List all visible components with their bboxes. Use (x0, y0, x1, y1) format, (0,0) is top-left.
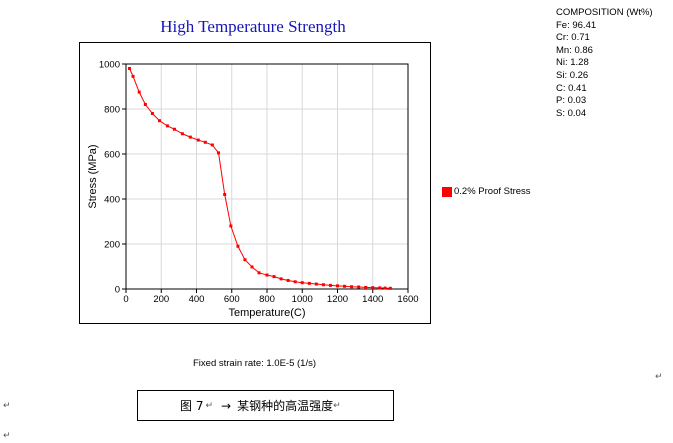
composition-title: COMPOSITION (Wt%) (556, 7, 653, 18)
data-point (196, 138, 200, 142)
x-tick-label: 1000 (292, 294, 313, 305)
data-point (314, 282, 318, 286)
x-tick-label: 600 (224, 294, 240, 305)
composition-line: Fe: 96.41 (556, 19, 597, 31)
data-point (328, 283, 332, 287)
data-point (388, 286, 392, 290)
figure-caption: 图 7 ↵ → 某钢种的高温强度 ↵ (137, 390, 394, 421)
x-axis-label: Temperature(C) (228, 307, 305, 319)
composition-line: Mn: 0.86 (556, 44, 593, 56)
y-tick-label: 0 (115, 285, 120, 296)
composition-line: P: 0.03 (556, 95, 587, 107)
data-point (131, 74, 135, 78)
data-point (383, 286, 387, 290)
return-mark: ↵ (333, 400, 341, 411)
data-point (203, 140, 207, 144)
chart-legend: 0.2% Proof Stress (442, 186, 531, 197)
data-point (378, 286, 382, 290)
return-mark: ↵ (3, 431, 11, 441)
composition-line: Si: 0.26 (556, 69, 589, 81)
data-point (300, 281, 304, 285)
data-point (180, 132, 184, 136)
data-point (272, 275, 276, 279)
data-point (143, 103, 147, 106)
data-point (357, 285, 361, 289)
data-point (350, 285, 354, 289)
legend-label: 0.2% Proof Stress (454, 186, 531, 197)
x-tick-label: 1200 (327, 294, 348, 305)
chart-frame (79, 42, 431, 324)
data-point (321, 283, 325, 287)
figure-label: 图 7 (180, 399, 204, 413)
y-axis-label: Stress (MPa) (87, 144, 99, 208)
data-point (279, 277, 283, 281)
data-point (250, 265, 254, 269)
y-tick-label: 600 (104, 150, 120, 161)
x-tick-label: 400 (189, 294, 205, 305)
data-point (336, 284, 339, 288)
data-point (172, 127, 176, 131)
composition-line: Ni: 1.28 (556, 57, 589, 69)
x-tick-label: 0 (123, 294, 128, 305)
composition-line: Cr: 0.71 (556, 32, 590, 44)
data-point (257, 271, 261, 275)
chart-title: High Temperature Strength (160, 17, 346, 36)
series-line (129, 68, 391, 289)
data-point (150, 112, 154, 115)
data-point (157, 119, 161, 123)
data-point (307, 281, 311, 285)
data-point (229, 224, 233, 228)
y-tick-label: 400 (104, 195, 120, 206)
data-point (236, 244, 240, 248)
y-tick-label: 1000 (99, 60, 120, 71)
x-tick-label: 800 (259, 294, 275, 305)
strain-rate-note: Fixed strain rate: 1.0E-5 (1/s) (193, 358, 317, 369)
data-point (137, 90, 141, 94)
legend-swatch (442, 186, 452, 197)
data-point (210, 143, 214, 147)
return-mark: ↵ (3, 401, 11, 411)
data-point (128, 67, 132, 70)
arrow-icon: → (221, 398, 232, 413)
data-point (265, 273, 269, 277)
y-tick-label: 200 (104, 240, 120, 251)
data-point (217, 151, 221, 155)
composition-line: S: 0.04 (556, 107, 587, 119)
data-point (364, 285, 368, 289)
data-point (188, 135, 192, 139)
data-point (343, 284, 347, 288)
composition-panel: COMPOSITION (Wt%) Fe: 96.41 Cr: 0.71 Mn:… (556, 7, 653, 120)
data-point (286, 278, 290, 282)
data-point (223, 193, 227, 196)
data-point (165, 124, 169, 128)
return-mark: ↵ (205, 400, 213, 411)
x-tick-label: 1600 (397, 294, 418, 305)
return-mark: ↵ (655, 372, 663, 382)
y-tick-label: 800 (104, 105, 120, 116)
caption-text: 某钢种的高温强度 (237, 399, 334, 413)
x-tick-label: 200 (153, 294, 169, 305)
data-point (243, 258, 247, 262)
composition-line: C: 0.41 (556, 82, 587, 94)
data-point (293, 280, 297, 284)
data-point (371, 286, 375, 290)
x-tick-label: 1400 (362, 294, 383, 305)
